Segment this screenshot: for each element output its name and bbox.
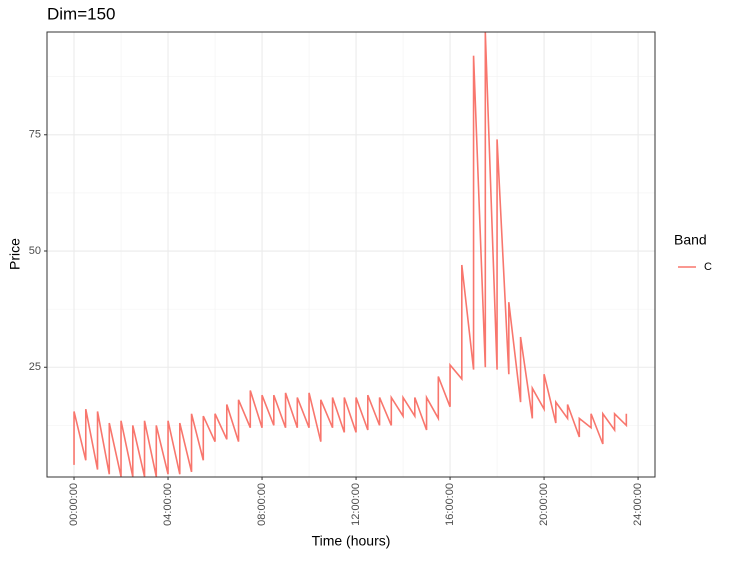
x-tick-label: 16:00:00	[444, 483, 456, 526]
chart-title: Dim=150	[47, 4, 116, 23]
y-tick-label: 25	[29, 361, 41, 373]
y-tick-label: 50	[29, 245, 41, 257]
x-tick-label: 12:00:00	[350, 483, 362, 526]
legend-label: C	[704, 261, 712, 273]
x-tick-label: 04:00:00	[162, 483, 174, 526]
x-tick-label: 24:00:00	[632, 483, 644, 526]
plot-border	[46, 31, 656, 478]
y-tick-label: 75	[29, 129, 41, 141]
line	[73, 32, 628, 477]
x-tick-label: 20:00:00	[538, 483, 550, 526]
y-axis-label: Price	[7, 238, 23, 270]
x-axis-label: Time (hours)	[312, 533, 391, 549]
x-tick-label: 08:00:00	[256, 483, 268, 526]
x-tick-label: 00:00:00	[68, 483, 80, 526]
legend-title: Band	[674, 232, 707, 248]
